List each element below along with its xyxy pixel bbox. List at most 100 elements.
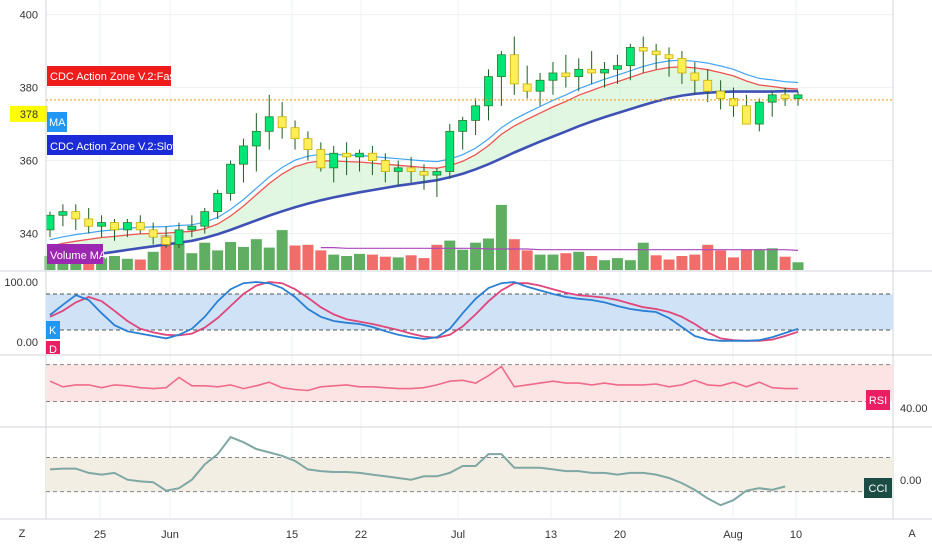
- candle-body[interactable]: [406, 167, 416, 172]
- volume-bar: [779, 256, 791, 270]
- volume-bar: [431, 244, 443, 270]
- candle-body[interactable]: [71, 211, 81, 220]
- candle-body[interactable]: [200, 211, 210, 227]
- candle-body[interactable]: [574, 68, 584, 78]
- candle-body[interactable]: [58, 211, 68, 216]
- candle-body[interactable]: [638, 47, 648, 52]
- cci-band-fill: [46, 457, 893, 492]
- candle-body[interactable]: [767, 94, 777, 103]
- candle-body[interactable]: [187, 225, 197, 231]
- candle-body[interactable]: [613, 65, 622, 70]
- candle-body[interactable]: [290, 127, 300, 140]
- candle-body[interactable]: [135, 222, 145, 231]
- candle-body[interactable]: [213, 192, 223, 213]
- candle-body[interactable]: [793, 94, 803, 99]
- candle-body[interactable]: [703, 79, 713, 92]
- stoch-axis-tick: 0.00: [17, 337, 38, 349]
- candle-body[interactable]: [303, 138, 313, 150]
- candle-body[interactable]: [264, 116, 274, 132]
- candle-body[interactable]: [419, 171, 429, 176]
- candle-body[interactable]: [496, 54, 506, 78]
- candle-body[interactable]: [380, 160, 390, 172]
- volume-ma-label: Volume MA: [50, 250, 107, 262]
- volume-bar: [560, 253, 572, 270]
- candle-body[interactable]: [535, 79, 545, 92]
- fast-label-box: [47, 66, 171, 86]
- candle-body[interactable]: [561, 72, 571, 78]
- fast-ma-label: CDC Action Zone V.2:Fast: [50, 71, 178, 83]
- candle-body[interactable]: [742, 105, 751, 125]
- volume-bar: [689, 254, 701, 270]
- volume-bar: [586, 256, 598, 270]
- candle-body[interactable]: [587, 68, 597, 74]
- price-axis-tick: 340: [20, 229, 38, 241]
- candle-body[interactable]: [445, 130, 455, 172]
- candle-body[interactable]: [277, 116, 287, 129]
- ma-label-box: [47, 112, 67, 132]
- d-label-box: [46, 341, 60, 354]
- cci-label: CCI: [869, 483, 888, 495]
- x-axis-tick: 20: [614, 529, 626, 541]
- volume-bar: [521, 250, 533, 270]
- candle-body[interactable]: [729, 98, 738, 107]
- candle-body[interactable]: [522, 83, 532, 92]
- candle-body[interactable]: [174, 229, 184, 245]
- candle-body[interactable]: [97, 222, 106, 227]
- candle-body[interactable]: [548, 72, 558, 81]
- candle-body[interactable]: [84, 218, 94, 227]
- candle-body[interactable]: [651, 50, 661, 56]
- cci-label-box: [864, 478, 892, 498]
- volume-ma-label-box: [47, 244, 103, 264]
- candle-body[interactable]: [458, 120, 468, 132]
- candle-body[interactable]: [45, 214, 55, 231]
- rsi-line: [49, 365, 798, 392]
- candle-body[interactable]: [471, 105, 480, 121]
- candle-body[interactable]: [690, 72, 700, 81]
- candle-body[interactable]: [484, 76, 493, 107]
- volume-bar: [354, 253, 366, 270]
- candle-body[interactable]: [368, 152, 377, 161]
- x-axis-tick: 13: [545, 529, 557, 541]
- candle-body[interactable]: [780, 94, 790, 99]
- auto-scale-button: A: [908, 528, 916, 540]
- candle-body[interactable]: [600, 68, 609, 74]
- rsi-label-box: [866, 390, 890, 410]
- k-label-box: [46, 321, 60, 339]
- volume-bar: [212, 250, 224, 270]
- x-axis-tick: Jul: [451, 529, 465, 541]
- candle-body[interactable]: [432, 171, 442, 176]
- volume-ma-line: [320, 247, 799, 251]
- stoch-d-label: D: [49, 344, 57, 356]
- candle-body[interactable]: [393, 167, 403, 172]
- candle-body[interactable]: [161, 236, 171, 245]
- volume-bar: [573, 251, 585, 270]
- candle-body[interactable]: [355, 152, 364, 158]
- candle-body[interactable]: [148, 229, 158, 238]
- volume-bar: [495, 204, 507, 270]
- current-price-label: 378: [20, 109, 38, 121]
- volume-bar: [508, 239, 520, 270]
- candle-body[interactable]: [226, 163, 235, 194]
- candle-body[interactable]: [251, 130, 261, 147]
- candle-body[interactable]: [342, 152, 352, 158]
- candle-body[interactable]: [122, 222, 132, 231]
- volume-bar: [740, 249, 752, 270]
- volume-bar: [792, 262, 804, 270]
- candle-body[interactable]: [677, 57, 687, 74]
- candle-body[interactable]: [329, 152, 339, 169]
- x-axis-tick: 22: [355, 529, 367, 541]
- candle-body[interactable]: [316, 149, 326, 169]
- volume-bar: [663, 259, 675, 270]
- candle-body[interactable]: [664, 54, 674, 59]
- volume-bar: [315, 250, 327, 270]
- candle-body[interactable]: [509, 54, 519, 85]
- candle-body[interactable]: [239, 145, 248, 165]
- candle-body[interactable]: [110, 222, 119, 231]
- candle-body[interactable]: [625, 47, 635, 67]
- x-axis-tick: 25: [94, 529, 106, 541]
- volume-bar: [173, 242, 185, 270]
- candle-body[interactable]: [754, 101, 764, 125]
- candle-body[interactable]: [716, 90, 726, 99]
- volume-bar: [276, 230, 288, 270]
